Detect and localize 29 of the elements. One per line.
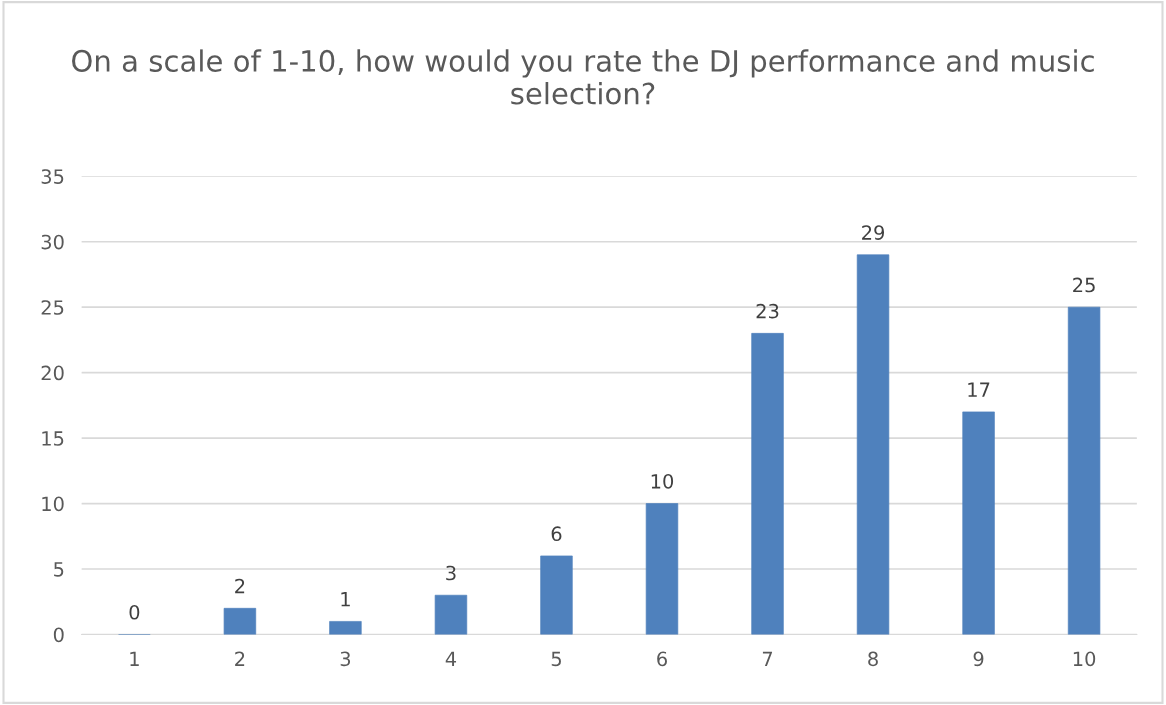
data-label: 0 — [129, 604, 140, 620]
data-label: 23 — [756, 303, 779, 319]
x-tick-label: 4 — [445, 651, 457, 666]
data-label: 29 — [862, 225, 885, 240]
x-tick-label: 1 — [130, 651, 139, 666]
y-tick-label: 30 — [41, 234, 64, 250]
data-label: 10 — [651, 473, 674, 489]
y-tick-label: 15 — [42, 431, 64, 446]
y-tick-label: 10 — [42, 496, 64, 512]
x-tick-label: 6 — [657, 651, 667, 667]
data-label: 17 — [968, 382, 990, 397]
y-tick-label: 20 — [41, 365, 64, 381]
y-tick-label: 35 — [41, 169, 64, 184]
data-label: 3 — [446, 565, 456, 581]
data-label: 25 — [1073, 277, 1095, 293]
x-tick-label: 9 — [973, 651, 984, 667]
x-tick-label: 7 — [762, 651, 773, 666]
data-label: 1 — [341, 592, 350, 607]
data-label: 6 — [551, 526, 562, 542]
x-tick-label: 5 — [551, 651, 561, 667]
x-tick-label: 10 — [1073, 651, 1096, 667]
x-tick-label: 2 — [235, 651, 245, 666]
chart-title: On a scale of 1-10, how would you rate the DJ performance and music selection? — [72, 49, 1094, 105]
x-tick-label: 3 — [340, 651, 351, 667]
y-tick-label: 0 — [53, 627, 64, 643]
x-tick-label: 8 — [868, 651, 878, 667]
y-tick-label: 5 — [54, 562, 64, 577]
data-label: 2 — [235, 578, 245, 594]
y-tick-label: 25 — [41, 300, 64, 315]
